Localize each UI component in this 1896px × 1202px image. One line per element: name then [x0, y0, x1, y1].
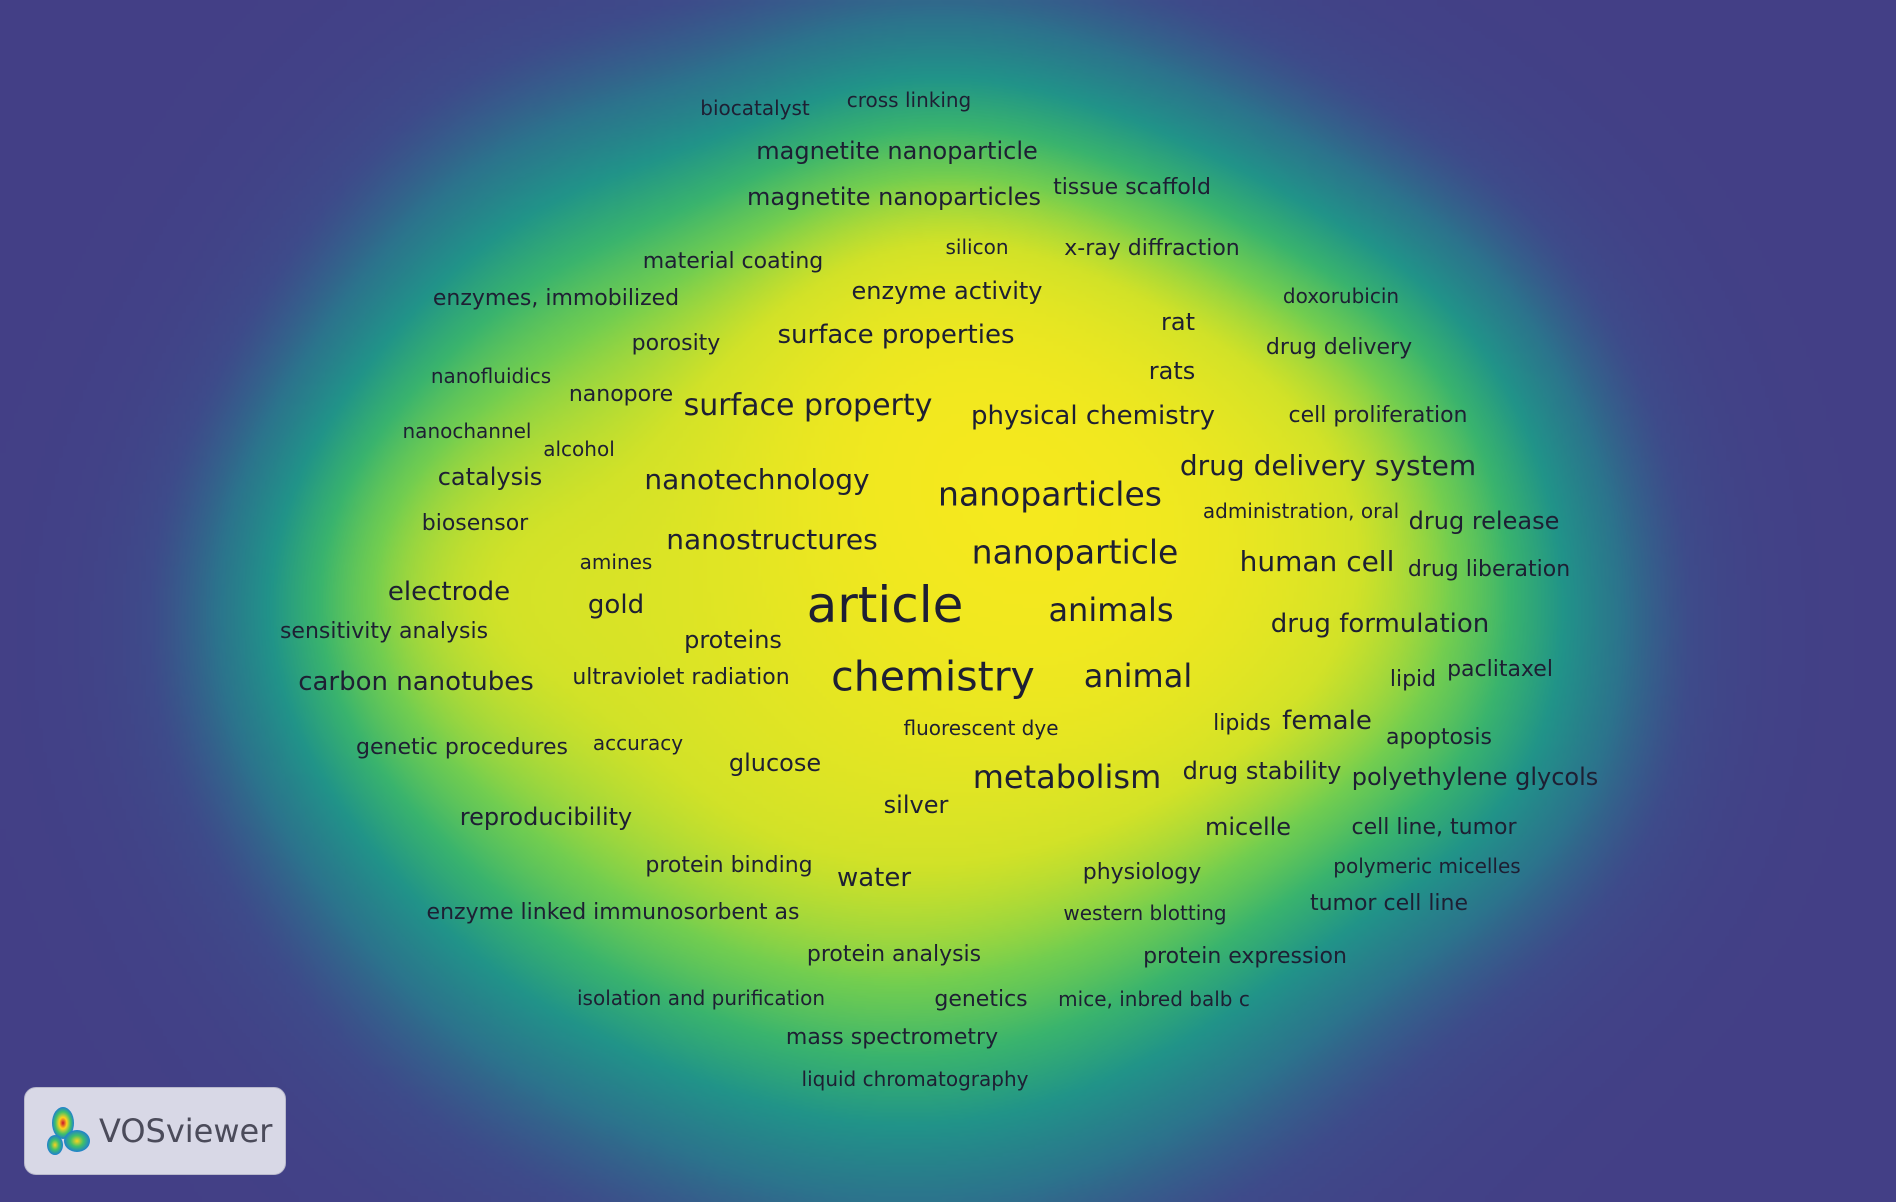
- term-label-rat[interactable]: rat: [1161, 308, 1195, 336]
- term-label-proteins[interactable]: proteins: [684, 626, 782, 654]
- term-label-fluorescent-dye[interactable]: fluorescent dye: [903, 716, 1059, 740]
- term-label-female[interactable]: female: [1282, 706, 1372, 736]
- term-label-x-ray-diffraction[interactable]: x-ray diffraction: [1064, 236, 1240, 261]
- term-label-polymeric-micelles[interactable]: polymeric micelles: [1333, 854, 1521, 878]
- term-label-rats[interactable]: rats: [1148, 357, 1196, 385]
- term-label-catalysis[interactable]: catalysis: [437, 463, 543, 491]
- term-label-enzyme-linked-immunosorbent-as[interactable]: enzyme linked immunosorbent as: [426, 900, 800, 925]
- term-label-lipid[interactable]: lipid: [1389, 667, 1437, 692]
- term-label-article[interactable]: article: [806, 576, 964, 634]
- term-label-isolation-and-purification[interactable]: isolation and purification: [577, 986, 825, 1010]
- term-label-cross-linking[interactable]: cross linking: [846, 88, 972, 112]
- term-label-material-coating[interactable]: material coating: [642, 249, 824, 274]
- term-label-tissue-scaffold[interactable]: tissue scaffold: [1053, 175, 1211, 200]
- term-label-nanoparticle[interactable]: nanoparticle: [971, 532, 1179, 572]
- term-label-human-cell[interactable]: human cell: [1239, 545, 1395, 578]
- term-label-reproducibility[interactable]: reproducibility: [459, 803, 633, 831]
- term-label-liquid-chromatography[interactable]: liquid chromatography: [801, 1067, 1029, 1091]
- term-label-enzyme-activity[interactable]: enzyme activity: [851, 277, 1043, 305]
- term-label-polyethylene-glycols[interactable]: polyethylene glycols: [1351, 763, 1599, 791]
- term-label-amines[interactable]: amines: [579, 550, 653, 574]
- term-label-protein-expression[interactable]: protein expression: [1143, 944, 1347, 969]
- term-label-lipids[interactable]: lipids: [1213, 711, 1271, 736]
- term-label-silver[interactable]: silver: [883, 791, 949, 819]
- term-label-cell-line-tumor[interactable]: cell line, tumor: [1351, 815, 1517, 840]
- term-label-biosensor[interactable]: biosensor: [421, 511, 529, 536]
- term-label-sensitivity-analysis[interactable]: sensitivity analysis: [279, 619, 489, 644]
- term-label-ultraviolet-radiation[interactable]: ultraviolet radiation: [572, 665, 790, 690]
- term-label-genetics[interactable]: genetics: [934, 987, 1028, 1012]
- term-label-carbon-nanotubes[interactable]: carbon nanotubes: [298, 667, 534, 697]
- term-label-doxorubicin[interactable]: doxorubicin: [1282, 284, 1400, 308]
- term-label-administration-oral[interactable]: administration, oral: [1202, 499, 1400, 523]
- term-label-enzymes-immobilized[interactable]: enzymes, immobilized: [432, 286, 680, 311]
- term-label-drug-release[interactable]: drug release: [1408, 507, 1560, 535]
- term-label-nanostructures[interactable]: nanostructures: [666, 523, 878, 556]
- term-label-nanopore[interactable]: nanopore: [568, 382, 674, 407]
- term-label-physical-chemistry[interactable]: physical chemistry: [971, 401, 1215, 431]
- term-label-surface-property[interactable]: surface property: [683, 388, 933, 423]
- term-label-electrode[interactable]: electrode: [387, 577, 511, 607]
- term-label-drug-delivery-system[interactable]: drug delivery system: [1179, 449, 1477, 482]
- term-label-cell-proliferation[interactable]: cell proliferation: [1288, 403, 1468, 428]
- term-label-micelle[interactable]: micelle: [1204, 813, 1292, 841]
- term-label-alcohol[interactable]: alcohol: [543, 437, 615, 461]
- term-label-glucose[interactable]: glucose: [728, 749, 822, 777]
- term-label-mass-spectrometry[interactable]: mass spectrometry: [785, 1025, 999, 1050]
- term-label-drug-formulation[interactable]: drug formulation: [1270, 609, 1490, 639]
- term-label-nanochannel[interactable]: nanochannel: [402, 419, 532, 443]
- term-label-biocatalyst[interactable]: biocatalyst: [700, 96, 810, 120]
- term-label-apoptosis[interactable]: apoptosis: [1386, 725, 1492, 750]
- term-label-metabolism[interactable]: metabolism: [972, 758, 1162, 796]
- term-label-nanoparticles[interactable]: nanoparticles: [938, 474, 1162, 514]
- term-label-nanotechnology[interactable]: nanotechnology: [644, 463, 870, 496]
- term-label-mice-inbred-balb-c[interactable]: mice, inbred balb c: [1058, 987, 1250, 1011]
- term-label-water[interactable]: water: [836, 863, 912, 893]
- term-label-paclitaxel[interactable]: paclitaxel: [1447, 657, 1553, 682]
- term-label-accuracy[interactable]: accuracy: [592, 731, 684, 755]
- term-label-animal[interactable]: animal: [1083, 657, 1193, 695]
- term-label-gold[interactable]: gold: [587, 590, 645, 620]
- term-label-magnetite-nanoparticle[interactable]: magnetite nanoparticle: [756, 137, 1038, 165]
- term-label-chemistry[interactable]: chemistry: [831, 652, 1035, 701]
- term-label-drug-stability[interactable]: drug stability: [1182, 757, 1342, 785]
- term-label-drug-delivery[interactable]: drug delivery: [1265, 335, 1413, 360]
- vosviewer-logo: VOSviewer: [24, 1087, 286, 1175]
- term-label-western-blotting[interactable]: western blotting: [1063, 901, 1227, 925]
- term-label-animals[interactable]: animals: [1048, 591, 1174, 629]
- term-label-silicon[interactable]: silicon: [945, 235, 1009, 259]
- term-label-genetic-procedures[interactable]: genetic procedures: [356, 735, 568, 760]
- term-label-tumor-cell-line[interactable]: tumor cell line: [1309, 891, 1469, 916]
- term-label-magnetite-nanoparticles[interactable]: magnetite nanoparticles: [746, 183, 1042, 211]
- term-label-porosity[interactable]: porosity: [631, 331, 721, 356]
- term-label-nanofluidics[interactable]: nanofluidics: [430, 364, 552, 388]
- term-label-surface-properties[interactable]: surface properties: [777, 320, 1015, 350]
- term-label-drug-liberation[interactable]: drug liberation: [1407, 557, 1571, 582]
- term-label-protein-binding[interactable]: protein binding: [645, 853, 813, 878]
- term-label-protein-analysis[interactable]: protein analysis: [806, 942, 982, 967]
- vosviewer-logo-text: VOSviewer: [99, 1112, 273, 1150]
- term-label-physiology[interactable]: physiology: [1082, 860, 1202, 885]
- vosviewer-logo-icon: [47, 1107, 90, 1155]
